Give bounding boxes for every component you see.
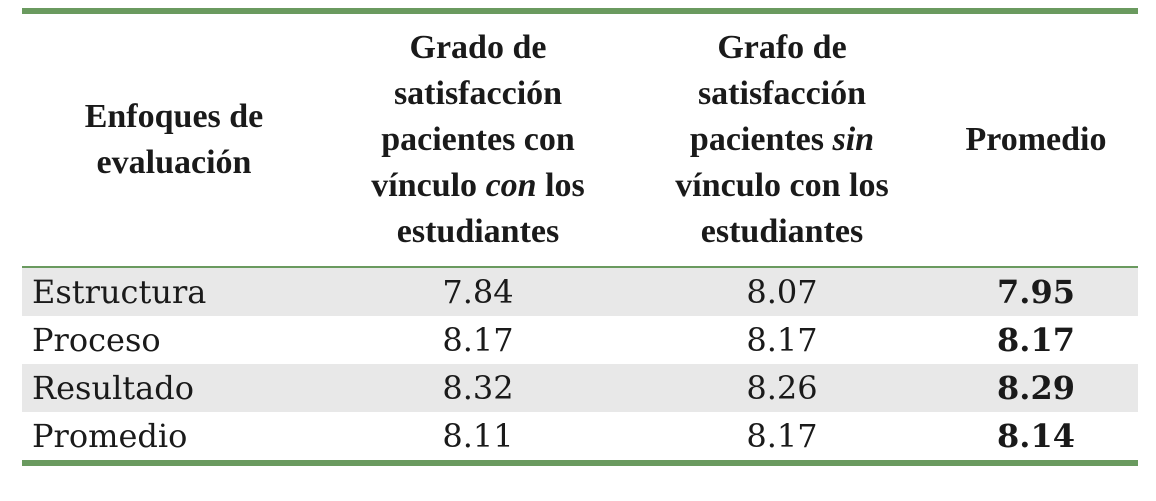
row-label: Proceso (32, 321, 161, 359)
row-label: Resultado (22, 364, 326, 412)
header-sin-italic: sin (832, 121, 875, 158)
value-sin-vinculo: 8.17 (746, 321, 818, 359)
evaluation-table-container: Enfoques de evaluación Grado de satisfac… (22, 8, 1138, 466)
header-con-line3: pacientes con (381, 121, 575, 158)
evaluation-table-body: Estructura 7.84 8.07 7.95 Proceso 8.17 8… (22, 268, 1138, 460)
table-row-resultado: Resultado 8.32 8.26 8.29 (22, 364, 1138, 412)
header-con-line4c: los (536, 167, 585, 204)
header-row: Enfoques de evaluación Grado de satisfac… (22, 14, 1138, 266)
table-row-proceso: Proceso 8.17 8.17 8.17 (22, 316, 1138, 364)
row-label: Promedio (32, 417, 188, 455)
header-sin-vinculo: Grafo de satisfacción pacientes sin vínc… (630, 14, 934, 266)
row-label: Estructura (22, 268, 326, 316)
value-con-vinculo: 8.11 (442, 417, 514, 455)
header-sin-line1: Grafo de (717, 29, 847, 66)
value-sin-vinculo: 8.26 (630, 364, 934, 412)
value-promedio: 8.29 (934, 364, 1138, 412)
header-con-line1: Grado de (409, 29, 547, 66)
header-promedio: Promedio (965, 121, 1107, 158)
header-sin-line4: vínculo con los (675, 167, 889, 204)
header-con-italic: con (485, 167, 537, 204)
value-sin-vinculo: 8.07 (630, 268, 934, 316)
header-sin-line3a: pacientes (689, 121, 833, 158)
header-enfoques-line1: Enfoques de (84, 98, 264, 135)
header-enfoques-line2: evaluación (96, 144, 252, 181)
table-row-estructura: Estructura 7.84 8.07 7.95 (22, 268, 1138, 316)
table-header: Enfoques de evaluación Grado de satisfac… (22, 14, 1138, 266)
header-sin-line2: satisfacción (697, 75, 867, 112)
value-promedio: 8.14 (997, 417, 1075, 455)
table-row-promedio: Promedio 8.11 8.17 8.14 (22, 412, 1138, 460)
header-con-vinculo: Grado de satisfacción pacientes con vínc… (326, 14, 630, 266)
header-con-line4a: vínculo (371, 167, 486, 204)
value-sin-vinculo: 8.17 (746, 417, 818, 455)
value-con-vinculo: 7.84 (326, 268, 630, 316)
value-con-vinculo: 8.17 (442, 321, 514, 359)
bottom-rule (22, 460, 1138, 466)
table-body: Estructura 7.84 8.07 7.95 Proceso 8.17 8… (22, 268, 1138, 460)
value-promedio: 8.17 (997, 321, 1075, 359)
value-con-vinculo: 8.32 (326, 364, 630, 412)
header-enfoques: Enfoques de evaluación (22, 14, 326, 266)
value-promedio: 7.95 (934, 268, 1138, 316)
header-sin-line5: estudiantes (700, 213, 864, 250)
top-rule (22, 8, 1138, 14)
header-rule (22, 266, 1138, 268)
evaluation-table: Enfoques de evaluación Grado de satisfac… (22, 14, 1138, 266)
header-con-line5: estudiantes (396, 213, 560, 250)
header-con-line2: satisfacción (393, 75, 563, 112)
